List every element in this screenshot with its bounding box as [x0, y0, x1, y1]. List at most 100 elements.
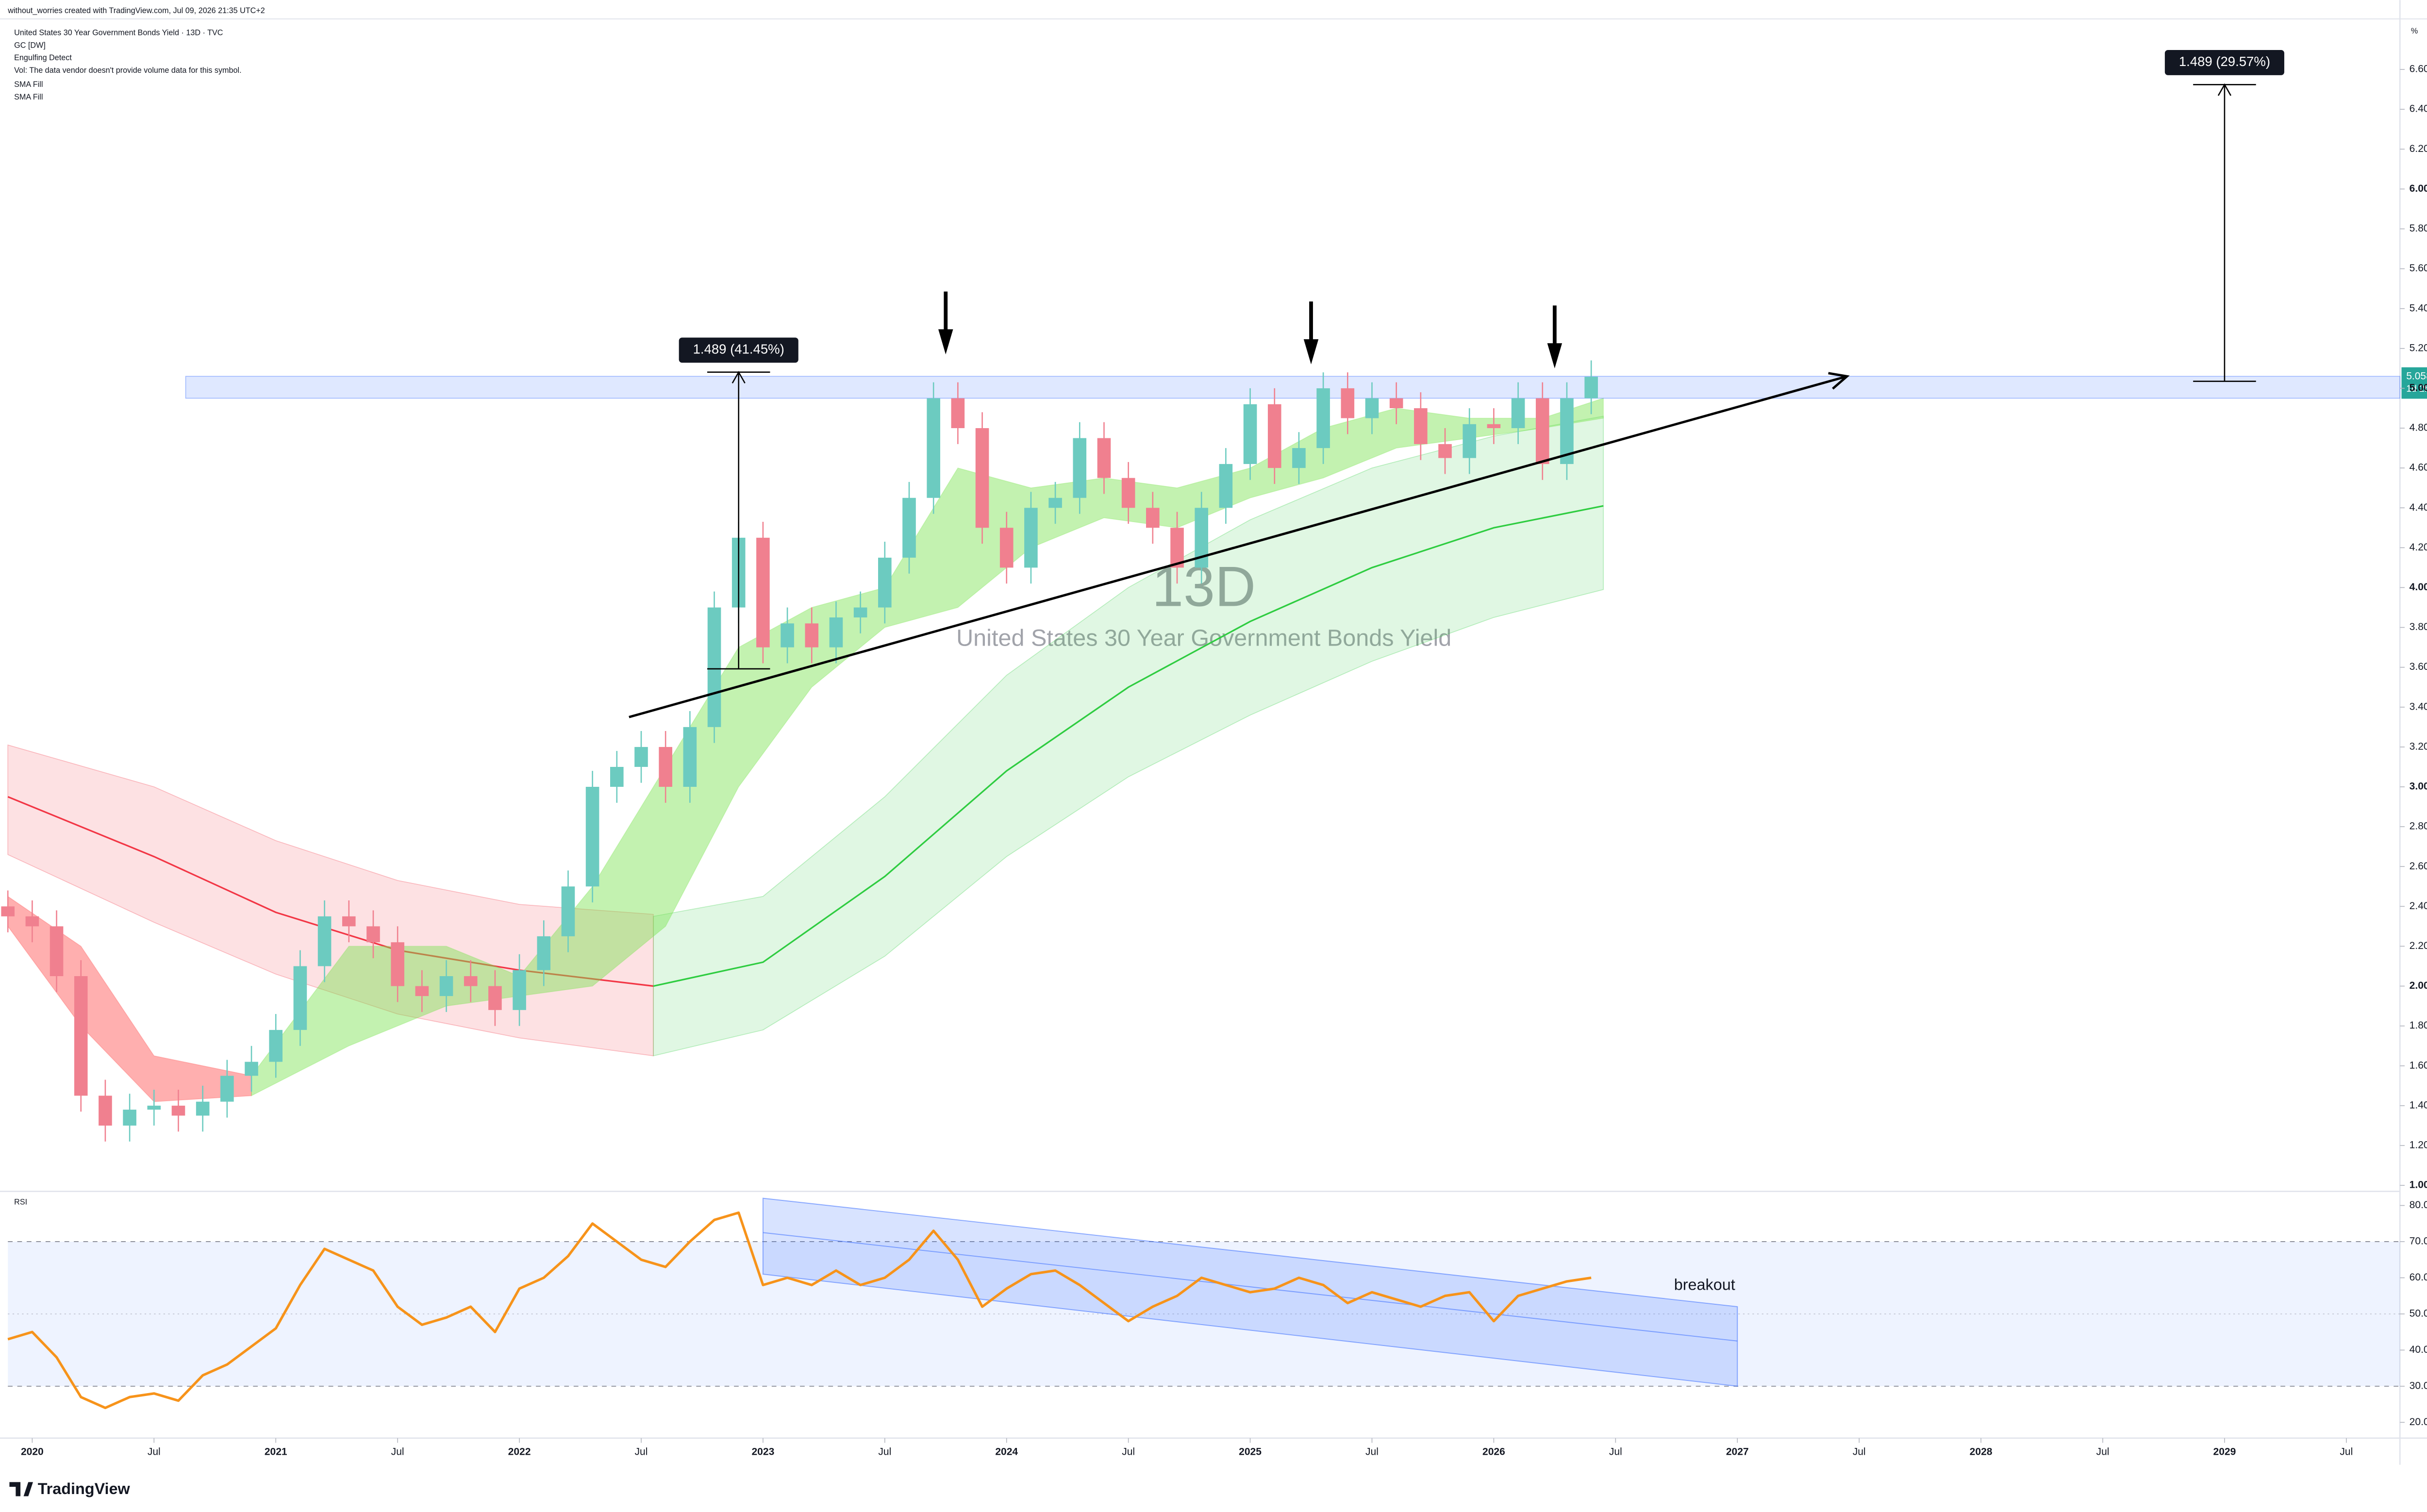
y-tick-label: 40.00	[2410, 1344, 2427, 1355]
y-tick-label: 80.00	[2410, 1199, 2427, 1211]
candle-body	[1341, 388, 1355, 418]
logo-text: TradingView	[38, 1480, 131, 1497]
y-tick-label: 1.800%	[2410, 1020, 2427, 1031]
candle-body	[50, 926, 64, 977]
y-tick-label: 3.800%	[2410, 621, 2427, 632]
y-tick-label: 4.400%	[2410, 502, 2427, 513]
candle-body	[999, 528, 1014, 568]
candle-body	[1219, 464, 1233, 508]
candle-body	[123, 1110, 136, 1126]
candle-body	[927, 398, 940, 498]
candle-body	[293, 966, 307, 1030]
countdown-label: 1d 2h	[2406, 383, 2427, 394]
candle-body	[1511, 398, 1525, 429]
candle-body	[1316, 388, 1330, 449]
candle-body	[781, 623, 794, 648]
candle-body	[1, 906, 15, 916]
x-tick-label: 2022	[508, 1446, 531, 1457]
candle-body	[1170, 528, 1184, 568]
candle-body	[561, 886, 575, 936]
candle-body	[951, 398, 965, 429]
candle-body	[269, 1030, 283, 1062]
annotation-layer: 1.489 (41.45%) 1.489 (29.57%) 5.058%1d 2h b…	[629, 50, 2427, 1293]
candle-body	[171, 1105, 185, 1116]
last-price-tag	[2401, 367, 2427, 399]
candle-body	[25, 916, 39, 927]
y-tick-label: 4.600%	[2410, 462, 2427, 473]
x-tick-label: Jul	[1853, 1446, 1866, 1457]
candle-body	[1073, 438, 1087, 498]
y-tick-label: 1.000%	[2410, 1180, 2427, 1191]
sma-fill-band	[7, 896, 252, 1102]
candle-body	[99, 1096, 112, 1126]
last-price-label: 5.058%	[2406, 371, 2427, 382]
pointer-arrow	[1547, 305, 1563, 368]
legend-indicator: Vol: The data vendor doesn't provide vol…	[14, 66, 241, 75]
y-tick-label: 3.600%	[2410, 661, 2427, 672]
candle-body	[634, 747, 648, 767]
credit: without_worries created with TradingView…	[7, 6, 265, 15]
y-tick-label: 5.600%	[2410, 263, 2427, 274]
sma-line	[7, 796, 654, 987]
measure-arrowhead	[731, 371, 746, 383]
rsi-channel-mid	[763, 1232, 1738, 1342]
candle-body	[1292, 448, 1306, 468]
y-tick-label: 3.000%	[2410, 781, 2427, 792]
pointer-arrow	[1303, 301, 1319, 365]
x-tick-label: 2023	[751, 1446, 774, 1457]
candle-body	[415, 986, 429, 997]
y-tick-label: 3.200%	[2410, 741, 2427, 752]
candle-body	[537, 936, 551, 970]
candle-body	[1535, 398, 1549, 464]
candle-body	[1121, 478, 1135, 508]
x-tick-label: Jul	[1609, 1446, 1622, 1457]
x-tick-label: Jul	[148, 1446, 161, 1457]
y-tick-label: 1.400%	[2410, 1099, 2427, 1111]
candle-body	[1438, 444, 1452, 458]
candle-body	[342, 916, 356, 927]
candle-body	[659, 747, 672, 787]
candle-body	[756, 537, 770, 648]
y-tick-label: 4.800%	[2410, 422, 2427, 433]
x-tick-label: Jul	[2340, 1446, 2353, 1457]
candle-body	[1463, 424, 1477, 458]
resistance-zone	[185, 376, 2401, 399]
rsi-line	[7, 1211, 1592, 1410]
candle-body	[1097, 438, 1111, 478]
candle-body	[707, 607, 721, 727]
y-tick-label: 50.00	[2410, 1308, 2427, 1319]
y-tick-label: 6.600%	[2410, 64, 2427, 75]
sma-fill-band	[7, 744, 654, 1057]
candle-body	[829, 617, 843, 648]
candle-body	[1146, 508, 1160, 528]
y-tick-label: 6.200%	[2410, 143, 2427, 154]
candle-body	[317, 916, 332, 966]
y-tick-label: 2.600%	[2410, 861, 2427, 872]
measure-label: 1.489 (29.57%)	[2179, 54, 2270, 69]
axis-unit: %	[2411, 27, 2418, 35]
y-tick-label: 3.400%	[2410, 701, 2427, 712]
y-tick-label: 6.000%	[2410, 183, 2427, 194]
measure-label-box	[2164, 50, 2284, 75]
candle-body	[513, 970, 526, 1010]
candle-body	[1389, 398, 1403, 408]
candle-body	[1414, 408, 1428, 444]
measure-label-box	[679, 337, 798, 363]
legend-indicator: SMA Fill	[14, 80, 43, 89]
candle-body	[585, 787, 599, 887]
x-tick-label: 2028	[1970, 1446, 1993, 1457]
candle-body	[391, 942, 404, 986]
candle-body	[1487, 424, 1501, 429]
y-tick-label: 5.800%	[2410, 223, 2427, 234]
y-tick-label: 6.400%	[2410, 103, 2427, 115]
y-tick-label: 5.200%	[2410, 342, 2427, 353]
candle-body	[902, 498, 916, 558]
y-tick-label: 2.200%	[2410, 940, 2427, 951]
x-tick-label: Jul	[1122, 1446, 1135, 1457]
y-tick-label: 5.400%	[2410, 302, 2427, 314]
candle-body	[805, 623, 819, 648]
candle-body	[975, 428, 989, 528]
sma-line	[653, 505, 1604, 987]
y-tick-label: 30.00	[2410, 1380, 2427, 1391]
